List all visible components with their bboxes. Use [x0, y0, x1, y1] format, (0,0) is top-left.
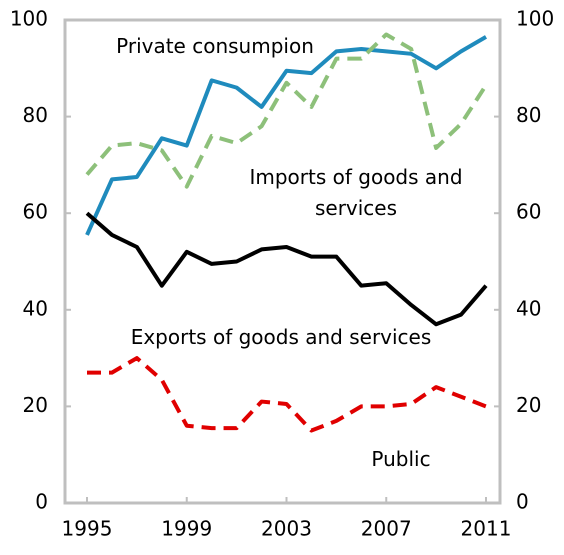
series-label: Imports of goods and services: [249, 165, 463, 220]
series-label: Exports of goods and services: [130, 325, 432, 349]
y-tick-label: 60: [23, 200, 48, 224]
series-line: [85, 35, 488, 236]
x-tick-label: 2007: [361, 517, 412, 541]
series-line: [85, 32, 488, 189]
x-tick-label: 2011: [461, 517, 512, 541]
y-tick-label: 0: [35, 490, 48, 514]
series-line: [87, 356, 487, 433]
y2-tick-label: 40: [516, 296, 541, 320]
series-label: Public: [371, 447, 431, 471]
series-line: [85, 211, 488, 327]
x-tick-label: 2003: [261, 517, 312, 541]
plot-frame: [63, 18, 502, 505]
y2-tick-label: 20: [516, 393, 541, 417]
y-tick-label: 80: [23, 103, 48, 127]
x-tick-label: 1995: [62, 517, 113, 541]
y-tick-label: 20: [23, 393, 48, 417]
y-tick-label: 40: [23, 296, 48, 320]
x-tick-label: 1999: [161, 517, 212, 541]
y2-tick-label: 0: [516, 490, 529, 514]
y2-tick-label: 80: [516, 103, 541, 127]
y2-tick-label: 100: [516, 7, 554, 31]
series-label: Private consumpion: [116, 34, 314, 58]
y2-tick-label: 60: [516, 200, 541, 224]
y-tick-label: 100: [10, 7, 48, 31]
